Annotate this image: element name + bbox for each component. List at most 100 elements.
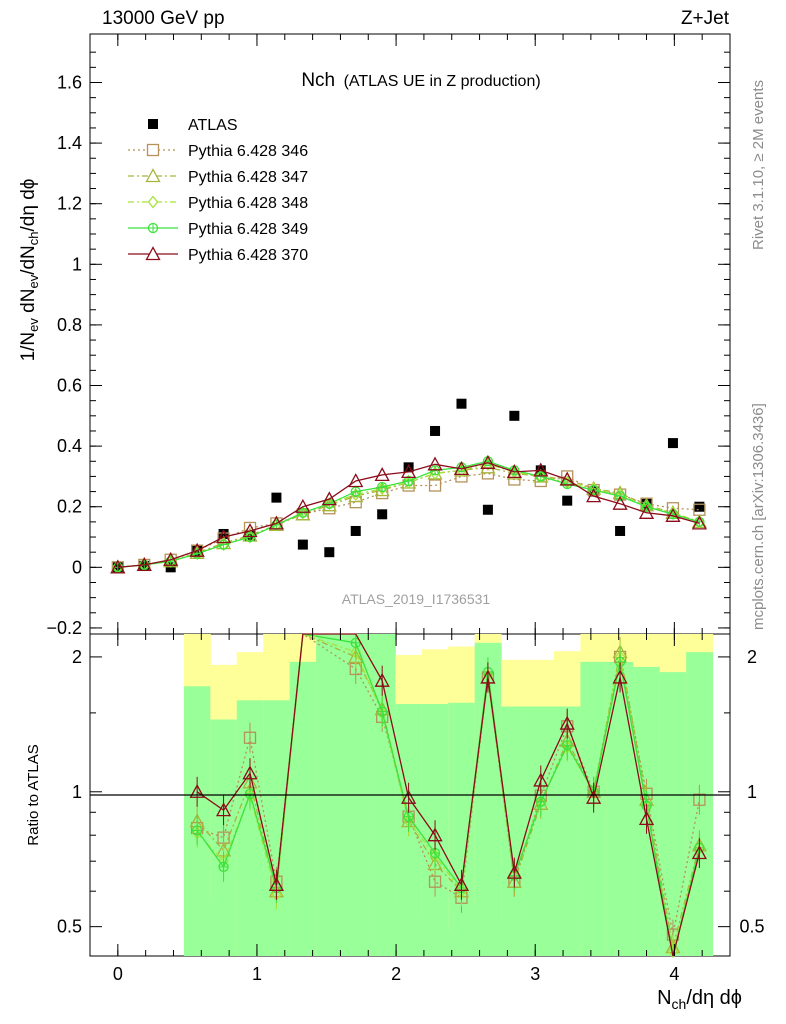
main-plot-frame — [89, 33, 731, 635]
y-tick-label: 0.6 — [57, 376, 82, 396]
side-mcplots-label: mcplots.cern.ch [arXiv:1306.3436] — [750, 403, 767, 630]
ratio-point — [506, 864, 522, 879]
y-tick-label: 1 — [72, 254, 82, 274]
main-point — [189, 542, 205, 557]
ratio-band-green — [501, 706, 529, 956]
ratio-point — [535, 796, 546, 807]
legend-label: Pythia 6.428 370 — [188, 247, 308, 264]
ratio-point — [189, 783, 205, 798]
main-point — [586, 488, 602, 503]
main-point — [268, 515, 285, 530]
main-point — [427, 456, 443, 471]
ratio-point — [533, 772, 549, 787]
main-point — [612, 495, 628, 510]
legend-marker — [145, 246, 161, 261]
ratio-point — [638, 811, 655, 826]
ratio-point — [191, 825, 203, 836]
legend: ATLAS Pythia 6.428 346 Pythia 6.428 347 Pyt… — [128, 117, 308, 264]
main-point — [430, 425, 441, 436]
main-point — [456, 398, 467, 409]
ratio-point — [667, 945, 679, 959]
main-point — [480, 454, 496, 469]
x-axis-label: Nch/dη dϕ — [657, 987, 742, 1012]
ratio-point — [374, 672, 390, 687]
plot-title-sub: (ATLAS UE in Z production) — [344, 73, 541, 90]
main-point — [453, 460, 470, 475]
header-right-label: Z+Jet — [681, 8, 730, 29]
legend-entry: Pythia 6.428 348 — [128, 195, 308, 212]
ratio-tick-label-right: 0.5 — [739, 917, 764, 937]
main-point — [562, 495, 573, 506]
main-point — [667, 438, 678, 449]
ratio-point — [691, 845, 707, 860]
main-point — [533, 462, 549, 477]
watermark-label: ATLAS_2019_I1736531 — [342, 591, 491, 607]
ratio-point — [562, 740, 573, 751]
ratio-point — [242, 765, 258, 780]
x-tick-label: 3 — [530, 964, 540, 984]
ratio-point — [427, 827, 443, 842]
main-point — [482, 504, 493, 515]
main-point — [694, 501, 705, 512]
main-point — [638, 504, 655, 519]
main-point — [401, 464, 417, 479]
main-series-line — [117, 462, 700, 568]
legend-label: Pythia 6.428 348 — [188, 195, 308, 212]
ratio-band-green — [474, 642, 502, 956]
ratio-tick-label-right: 1 — [747, 782, 757, 802]
x-tick-label: 2 — [391, 964, 401, 984]
y-axis-label-ratio: Ratio to ATLAS — [25, 744, 42, 845]
main-series-5 — [110, 454, 707, 574]
ratio-point — [453, 876, 470, 891]
main-series-line — [117, 472, 700, 568]
main-point — [535, 469, 547, 483]
ratio-tick-label: 0.5 — [57, 917, 82, 937]
ratio-point — [243, 731, 257, 744]
y-tick-label: 0 — [72, 557, 82, 577]
legend-marker — [145, 168, 161, 183]
legend-entry: Pythia 6.428 347 — [128, 168, 308, 186]
main-point — [348, 473, 364, 488]
y-tick-label: 0.2 — [57, 497, 82, 517]
y-tick-label: 1.2 — [57, 194, 82, 214]
main-point — [403, 462, 414, 473]
legend-entry: Pythia 6.428 346 — [128, 143, 308, 160]
y-tick-label: 1.4 — [57, 133, 82, 153]
main-point — [377, 481, 388, 493]
plot-title: Nch (ATLAS UE in Z production) — [301, 70, 540, 91]
y-tick-label: 1.6 — [57, 72, 82, 92]
y-axis-label-main: 1/Nev dNev/dNch/dη dϕ — [18, 179, 41, 362]
main-point — [428, 479, 442, 492]
ratio-point — [244, 788, 256, 799]
main-series-4 — [112, 456, 705, 573]
legend-marker — [146, 143, 160, 157]
main-point — [615, 525, 626, 536]
main-point — [136, 557, 152, 572]
ratio-tick-label: 1 — [72, 782, 82, 802]
ratio-point — [480, 669, 496, 684]
header-left-label: 13000 GeV pp — [102, 8, 225, 29]
main-point — [691, 515, 707, 530]
main-point — [665, 507, 681, 522]
main-point — [110, 559, 126, 574]
main-point — [324, 547, 335, 558]
ratio-point — [586, 789, 602, 804]
ratio-tick-label-right: 2 — [747, 647, 757, 667]
main-point — [350, 525, 361, 536]
x-tick-label: 1 — [252, 964, 262, 984]
ratio-tick-label: 2 — [72, 647, 82, 667]
ratio-series-4 — [189, 633, 707, 957]
main-point — [374, 467, 390, 482]
legend-label: Pythia 6.428 346 — [188, 143, 308, 160]
main-point — [297, 506, 309, 520]
y-tick-label: −0.2 — [46, 618, 82, 638]
y-tick-label: 0.4 — [57, 436, 82, 456]
main-point — [559, 471, 575, 486]
ratio-point — [693, 793, 706, 806]
ratio-band-green — [448, 702, 476, 956]
legend-entry: Pythia 6.428 370 — [128, 246, 308, 264]
x-tick-label: 4 — [669, 964, 679, 984]
main-point — [694, 515, 705, 529]
ratio-point — [612, 669, 628, 684]
